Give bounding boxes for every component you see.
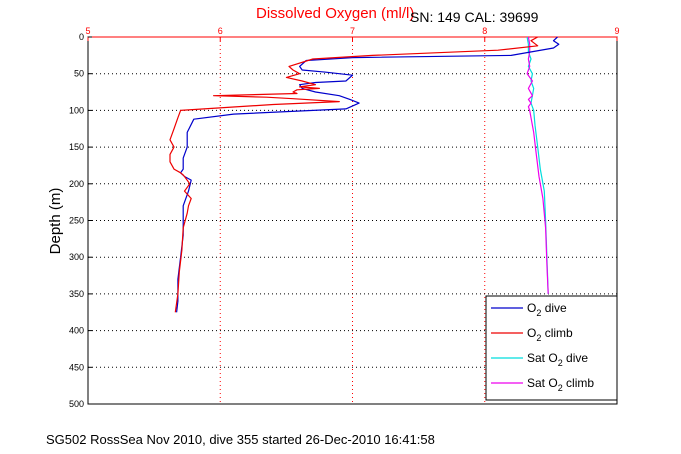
legend-label: Sat O2 dive: [527, 351, 588, 368]
x-ticks: 5 6 7 8 9: [85, 26, 620, 41]
y-tick-label: 500: [69, 399, 84, 409]
legend-label: O2 dive: [527, 301, 567, 318]
y-tick-label: 450: [69, 362, 84, 372]
serial-label: SN: 149 CAL: 39699: [410, 9, 539, 25]
grid: [88, 37, 617, 404]
y-tick-label: 250: [69, 216, 84, 226]
chart-title: Dissolved Oxygen (ml/l): [256, 5, 414, 22]
legend: O2 dive O2 climb Sat O2 dive Sat O2 climb: [485, 295, 618, 401]
x-tick-label: 9: [614, 26, 619, 36]
series-line-o2-dive: [176, 36, 560, 313]
caption: SG502 RossSea Nov 2010, dive 355 started…: [46, 432, 435, 447]
y-tick-label: 350: [69, 289, 84, 299]
series: [169, 36, 560, 313]
series-line-sat-o2-dive: [526, 36, 549, 294]
y-tick-label: 300: [69, 252, 84, 262]
y-tick-label: 50: [74, 69, 84, 79]
legend-label: Sat O2 climb: [527, 376, 594, 393]
y-tick-label: 100: [69, 105, 84, 115]
x-tick-label: 6: [218, 26, 223, 36]
y-axis-label: Depth (m): [47, 188, 64, 255]
y-ticks: 0 50 100 150 200 250 300 350 400 450 500: [69, 32, 92, 409]
legend-label: O2 climb: [527, 326, 573, 343]
y-tick-label: 150: [69, 142, 84, 152]
y-tick-label: 200: [69, 179, 84, 189]
y-tick-label: 0: [79, 32, 84, 42]
series-line-o2-climb: [169, 36, 539, 313]
series-line-sat-o2-climb: [526, 36, 549, 294]
x-tick-label: 7: [350, 26, 355, 36]
y-tick-label: 400: [69, 326, 84, 336]
x-tick-label: 8: [482, 26, 487, 36]
x-tick-label: 5: [85, 26, 90, 36]
